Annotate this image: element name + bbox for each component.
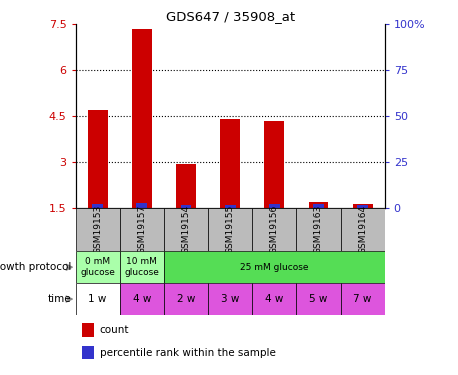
Bar <box>313 204 324 208</box>
Bar <box>309 202 328 208</box>
Text: 2 w: 2 w <box>177 294 195 304</box>
Text: 4 w: 4 w <box>133 294 151 304</box>
Bar <box>269 204 280 208</box>
Bar <box>120 251 164 283</box>
Bar <box>357 205 368 208</box>
Bar <box>164 283 208 315</box>
Text: time: time <box>47 294 71 304</box>
Bar <box>225 205 235 208</box>
Text: GSM19153: GSM19153 <box>93 205 102 254</box>
Text: GSM19164: GSM19164 <box>358 205 367 254</box>
Text: count: count <box>100 325 129 335</box>
Bar <box>208 208 252 251</box>
Text: GSM19163: GSM19163 <box>314 205 323 254</box>
Bar <box>353 204 372 208</box>
Text: 0 mM
glucose: 0 mM glucose <box>80 258 115 277</box>
Bar <box>341 208 385 251</box>
Bar <box>136 202 147 208</box>
Bar <box>296 283 341 315</box>
Bar <box>92 204 103 208</box>
Text: 10 mM
glucose: 10 mM glucose <box>125 258 159 277</box>
Bar <box>120 208 164 251</box>
Bar <box>341 283 385 315</box>
Bar <box>208 283 252 315</box>
Text: 3 w: 3 w <box>221 294 240 304</box>
Bar <box>164 208 208 251</box>
Text: percentile rank within the sample: percentile rank within the sample <box>100 348 276 357</box>
Text: GSM19156: GSM19156 <box>270 205 279 254</box>
Bar <box>164 251 385 283</box>
Bar <box>76 251 120 283</box>
Text: growth protocol: growth protocol <box>0 262 71 272</box>
Bar <box>82 346 93 359</box>
Text: 5 w: 5 w <box>309 294 327 304</box>
Bar <box>296 208 341 251</box>
Bar <box>264 121 284 208</box>
Bar <box>88 110 108 208</box>
Text: GSM19154: GSM19154 <box>181 205 191 254</box>
Bar <box>180 205 191 208</box>
Bar <box>252 283 296 315</box>
Bar <box>76 208 120 251</box>
Text: GSM19155: GSM19155 <box>226 205 234 254</box>
Title: GDS647 / 35908_at: GDS647 / 35908_at <box>166 10 294 23</box>
Text: 1 w: 1 w <box>88 294 107 304</box>
Bar <box>76 283 120 315</box>
Bar <box>176 164 196 208</box>
Text: 7 w: 7 w <box>354 294 372 304</box>
Bar <box>220 119 240 208</box>
Text: 4 w: 4 w <box>265 294 284 304</box>
Bar <box>132 29 152 208</box>
Bar <box>82 323 93 337</box>
Bar <box>252 208 296 251</box>
Text: 25 mM glucose: 25 mM glucose <box>240 262 309 272</box>
Text: GSM19157: GSM19157 <box>137 205 146 254</box>
Bar <box>120 283 164 315</box>
